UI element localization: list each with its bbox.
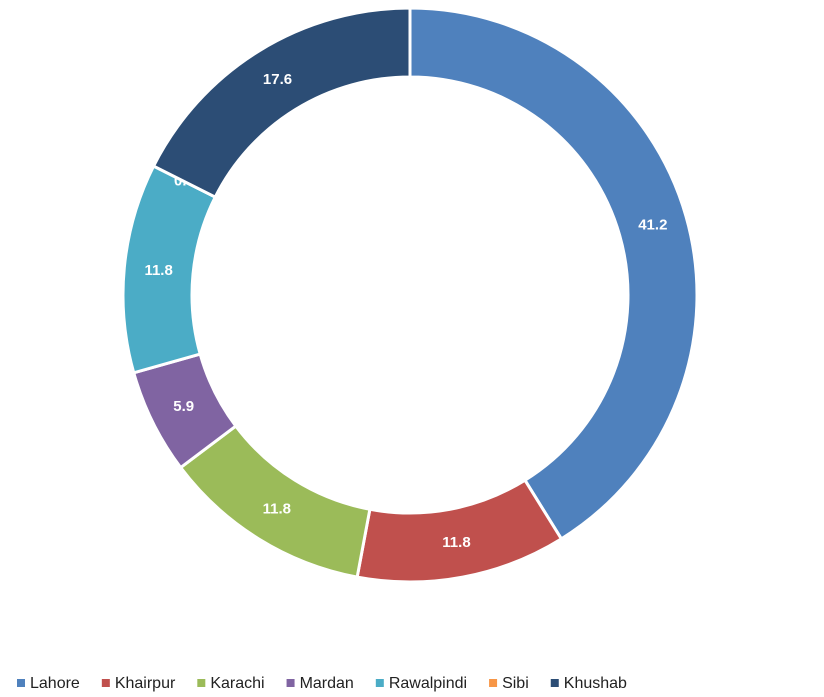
legend-label: Karachi: [210, 675, 264, 692]
legend-label: Khairpur: [115, 675, 176, 692]
legend-swatch: [550, 679, 559, 687]
value-label: 11.8: [442, 534, 470, 551]
value-label: 41.2: [638, 217, 667, 234]
value-label: 17.6: [263, 71, 292, 88]
legend-label: Lahore: [30, 675, 80, 692]
legend-label: Khushab: [564, 675, 627, 692]
slice: [151, 6, 412, 200]
legend-swatch: [286, 679, 295, 687]
slice: [408, 6, 699, 541]
legend-swatch: [489, 679, 498, 687]
value-label: 11.8: [263, 501, 291, 518]
legend-swatch: [375, 679, 384, 687]
legend-swatch: [197, 679, 206, 687]
legend-swatch: [17, 679, 25, 687]
legend-label: Mardan: [300, 675, 354, 692]
legend-label: Sibi: [502, 675, 529, 692]
legend-label: Rawalpindi: [389, 675, 467, 692]
legend-swatch: [101, 679, 110, 687]
value-label: 11.8: [144, 262, 172, 279]
value-label: 5.9: [173, 398, 194, 415]
slice: [355, 478, 564, 584]
